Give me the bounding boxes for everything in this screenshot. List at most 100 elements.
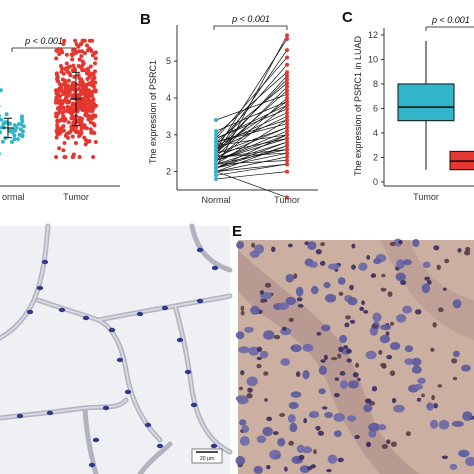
panel-e-letter: E xyxy=(232,223,242,240)
panel-e-nucleus xyxy=(424,276,431,281)
panel-b-tumor-point xyxy=(285,84,289,89)
panel-e-nucleus xyxy=(290,344,302,353)
panel-b-pair-line xyxy=(215,149,288,158)
panel-c-y-tick-label: 6 xyxy=(373,103,378,113)
panel-e-nucleus xyxy=(262,426,273,437)
panel-a-tumor-point xyxy=(86,101,91,106)
panel-e-nucleus xyxy=(363,404,373,413)
panel-a-tumor-point xyxy=(93,56,98,61)
panel-a-normal-point xyxy=(18,127,23,132)
panel-b-normal-point xyxy=(214,118,218,122)
panel-e-nucleus xyxy=(259,290,264,295)
panel-e-nucleus xyxy=(316,331,322,336)
panel-a-x-label-tumor: Tumor xyxy=(63,192,89,202)
panel-b-pair-line xyxy=(215,163,288,176)
panel-e-nucleus xyxy=(338,291,344,296)
panel-e-nucleus xyxy=(302,370,310,380)
panel-a-tumor-point xyxy=(80,63,85,68)
panel-a-tumor-point xyxy=(77,57,82,62)
panel-e-nucleus xyxy=(391,397,397,404)
panel-e-nucleus xyxy=(296,371,301,377)
panel-e-nucleus xyxy=(249,250,260,258)
panel-d-nucleus xyxy=(88,462,96,468)
panel-a-normal-point xyxy=(20,133,25,138)
panel-e-nucleus xyxy=(271,246,276,253)
panel-c-boxplot: C The expression of PSRC1 in LUAD 0 2 4 6 8 1… xyxy=(342,9,474,202)
panel-e-nucleus xyxy=(287,414,296,423)
panel-d-nucleus xyxy=(58,307,66,313)
panel-b-normal-point xyxy=(214,169,218,174)
panel-b-tumor-point xyxy=(285,81,289,86)
panel-a-tumor-point xyxy=(67,89,71,94)
panel-d-nucleus xyxy=(102,405,110,411)
panel-e-nucleus xyxy=(438,307,444,313)
panel-a-tumor-point xyxy=(54,129,59,134)
panel-a-normal-point xyxy=(0,139,5,144)
panel-a-tumor-point xyxy=(57,146,62,151)
panel-e-nucleus xyxy=(426,280,432,285)
panel-a-tumor-point xyxy=(56,93,60,98)
panel-a-normal-point xyxy=(0,130,3,135)
panel-a-tumor-point xyxy=(54,71,59,76)
panel-a-tumor-point xyxy=(61,148,66,153)
panel-e-nucleus xyxy=(241,425,249,433)
panel-e-nucleus xyxy=(347,297,358,306)
panel-e-nucleus xyxy=(290,391,302,398)
panel-d-nucleus xyxy=(210,443,218,449)
panel-a-tumor-point xyxy=(61,114,66,118)
panel-b-pair-line xyxy=(215,171,288,180)
panel-e-nucleus xyxy=(438,419,450,430)
panel-e-nucleus xyxy=(235,455,246,466)
panel-e-nucleus xyxy=(339,371,346,376)
panel-a-tumor-point xyxy=(70,134,75,139)
panel-e-nucleus xyxy=(386,354,393,360)
panel-b-tumor-point xyxy=(285,110,289,115)
panel-e-nucleus xyxy=(307,466,313,471)
panel-e-nucleus xyxy=(385,331,390,336)
panel-e-nucleus xyxy=(345,315,351,320)
panel-e-nucleus xyxy=(357,377,361,382)
panel-b-tumor-point xyxy=(285,37,289,41)
panel-e-nucleus xyxy=(244,326,254,333)
panel-b-pair-line xyxy=(215,64,288,147)
panel-a-tumor-point xyxy=(76,44,81,49)
panel-e-nucleus xyxy=(389,321,395,326)
panel-c-y-tick-label: 8 xyxy=(373,79,378,89)
panel-b-tumor-point xyxy=(285,96,289,100)
panel-a-normal-point xyxy=(4,112,9,117)
panel-e-nucleus xyxy=(333,430,342,438)
panel-a-tumor-point xyxy=(84,113,89,118)
panel-a-tumor-point xyxy=(78,132,83,137)
panel-a-tumor-point xyxy=(73,141,78,145)
panel-e-nucleus xyxy=(240,310,245,316)
panel-e-nucleus xyxy=(452,299,462,309)
panel-a-tumor-point xyxy=(54,88,58,93)
panel-a-tumor-point xyxy=(60,110,65,115)
panel-a-tumor-point xyxy=(86,98,91,103)
panel-c-y-ticks: 0 2 4 6 8 10 12 xyxy=(368,30,384,187)
panel-e-nucleus xyxy=(246,393,253,399)
panel-e-nucleus xyxy=(431,394,435,401)
panel-e-nucleus xyxy=(380,362,387,368)
panel-e-nucleus xyxy=(452,350,460,358)
panel-a-tumor-point xyxy=(86,69,91,74)
panel-b-tumor-point xyxy=(285,118,289,122)
panel-a-tumor-point xyxy=(73,38,78,43)
panel-a-tumor-point xyxy=(93,69,97,74)
panel-b-y-tick-label: 3 xyxy=(166,130,171,140)
panel-a-tumor-point xyxy=(84,83,88,88)
panel-b-tumor-point xyxy=(285,158,289,163)
panel-a-normal-point xyxy=(16,137,20,142)
panel-a-tumor-point xyxy=(90,130,95,135)
panel-b-normal-point xyxy=(214,151,218,156)
panel-b-pair-line xyxy=(215,101,288,150)
panel-a-tumor-point xyxy=(82,108,87,112)
panel-b-points xyxy=(214,33,289,200)
panel-a-tumor-point xyxy=(57,52,62,56)
panel-b-pair-line xyxy=(215,138,288,161)
panel-d-nucleus xyxy=(116,357,124,363)
panel-b-pair-line xyxy=(215,145,288,172)
panel-a-tumor-point xyxy=(88,73,93,78)
panel-e-nucleus xyxy=(346,358,352,363)
panel-a-pvalue: p < 0.001 xyxy=(24,36,63,46)
